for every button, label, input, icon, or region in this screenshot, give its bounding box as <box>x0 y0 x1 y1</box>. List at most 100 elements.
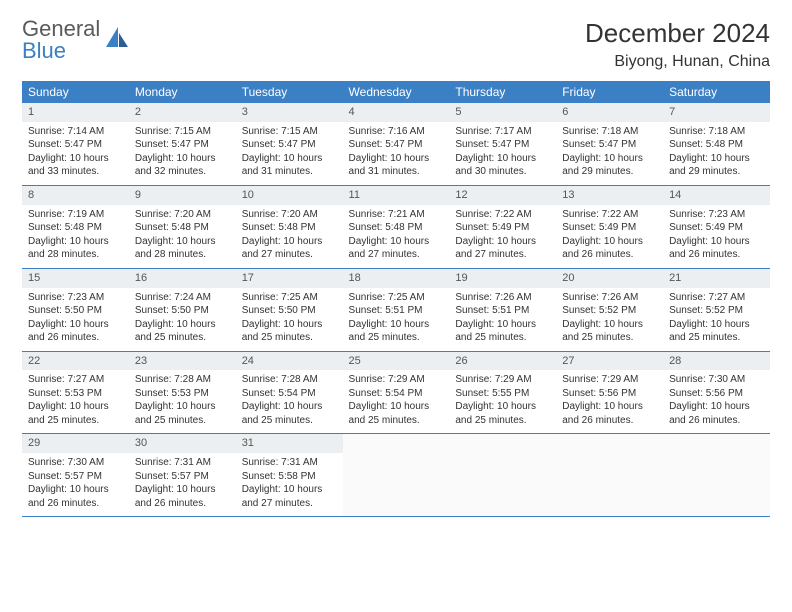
sunrise-line: Sunrise: 7:17 AM <box>455 125 550 139</box>
sunset-line: Sunset: 5:50 PM <box>28 304 123 318</box>
calendar-cell: 20Sunrise: 7:26 AMSunset: 5:52 PMDayligh… <box>556 268 663 351</box>
sunset-line: Sunset: 5:50 PM <box>135 304 230 318</box>
sunset-line: Sunset: 5:51 PM <box>349 304 444 318</box>
sunrise-line: Sunrise: 7:23 AM <box>669 208 764 222</box>
calendar-cell: 23Sunrise: 7:28 AMSunset: 5:53 PMDayligh… <box>129 351 236 434</box>
header: General Blue December 2024 Biyong, Hunan… <box>22 18 770 71</box>
calendar-cell <box>556 434 663 517</box>
sunrise-line: Sunrise: 7:30 AM <box>669 373 764 387</box>
sunrise-line: Sunrise: 7:27 AM <box>669 291 764 305</box>
calendar-cell <box>663 434 770 517</box>
sunrise-line: Sunrise: 7:28 AM <box>135 373 230 387</box>
sunrise-line: Sunrise: 7:28 AM <box>242 373 337 387</box>
calendar-cell: 25Sunrise: 7:29 AMSunset: 5:54 PMDayligh… <box>343 351 450 434</box>
sunset-line: Sunset: 5:58 PM <box>242 470 337 484</box>
sunset-line: Sunset: 5:48 PM <box>242 221 337 235</box>
calendar-cell: 13Sunrise: 7:22 AMSunset: 5:49 PMDayligh… <box>556 185 663 268</box>
calendar-cell: 30Sunrise: 7:31 AMSunset: 5:57 PMDayligh… <box>129 434 236 517</box>
calendar-cell: 1Sunrise: 7:14 AMSunset: 5:47 PMDaylight… <box>22 103 129 185</box>
daylight-line: Daylight: 10 hours and 27 minutes. <box>242 483 337 510</box>
day-body: Sunrise: 7:25 AMSunset: 5:51 PMDaylight:… <box>343 288 450 351</box>
day-number: 30 <box>129 434 236 453</box>
day-number: 10 <box>236 186 343 205</box>
daylight-line: Daylight: 10 hours and 26 minutes. <box>28 483 123 510</box>
calendar-cell: 21Sunrise: 7:27 AMSunset: 5:52 PMDayligh… <box>663 268 770 351</box>
daylight-line: Daylight: 10 hours and 30 minutes. <box>455 152 550 179</box>
day-body: Sunrise: 7:19 AMSunset: 5:48 PMDaylight:… <box>22 205 129 268</box>
day-number: 31 <box>236 434 343 453</box>
calendar-cell: 4Sunrise: 7:16 AMSunset: 5:47 PMDaylight… <box>343 103 450 185</box>
daylight-line: Daylight: 10 hours and 28 minutes. <box>135 235 230 262</box>
day-number: 17 <box>236 269 343 288</box>
calendar-body: 1Sunrise: 7:14 AMSunset: 5:47 PMDaylight… <box>22 103 770 517</box>
daylight-line: Daylight: 10 hours and 26 minutes. <box>669 235 764 262</box>
day-number: 29 <box>22 434 129 453</box>
calendar-cell: 14Sunrise: 7:23 AMSunset: 5:49 PMDayligh… <box>663 185 770 268</box>
daylight-line: Daylight: 10 hours and 25 minutes. <box>242 318 337 345</box>
sunrise-line: Sunrise: 7:18 AM <box>562 125 657 139</box>
day-number: 4 <box>343 103 450 122</box>
daylight-line: Daylight: 10 hours and 25 minutes. <box>349 400 444 427</box>
day-number: 1 <box>22 103 129 122</box>
day-body: Sunrise: 7:29 AMSunset: 5:54 PMDaylight:… <box>343 370 450 433</box>
weekday-header: Saturday <box>663 81 770 103</box>
day-number: 6 <box>556 103 663 122</box>
calendar-cell: 6Sunrise: 7:18 AMSunset: 5:47 PMDaylight… <box>556 103 663 185</box>
calendar-cell: 26Sunrise: 7:29 AMSunset: 5:55 PMDayligh… <box>449 351 556 434</box>
sunset-line: Sunset: 5:50 PM <box>242 304 337 318</box>
day-body: Sunrise: 7:30 AMSunset: 5:57 PMDaylight:… <box>22 453 129 516</box>
day-body: Sunrise: 7:26 AMSunset: 5:51 PMDaylight:… <box>449 288 556 351</box>
day-body: Sunrise: 7:26 AMSunset: 5:52 PMDaylight:… <box>556 288 663 351</box>
day-number: 27 <box>556 352 663 371</box>
calendar-cell <box>449 434 556 517</box>
calendar-cell <box>343 434 450 517</box>
sunset-line: Sunset: 5:48 PM <box>349 221 444 235</box>
calendar-cell: 16Sunrise: 7:24 AMSunset: 5:50 PMDayligh… <box>129 268 236 351</box>
sunset-line: Sunset: 5:56 PM <box>562 387 657 401</box>
sunset-line: Sunset: 5:48 PM <box>28 221 123 235</box>
sunrise-line: Sunrise: 7:23 AM <box>28 291 123 305</box>
calendar-cell: 3Sunrise: 7:15 AMSunset: 5:47 PMDaylight… <box>236 103 343 185</box>
sunset-line: Sunset: 5:51 PM <box>455 304 550 318</box>
day-body: Sunrise: 7:22 AMSunset: 5:49 PMDaylight:… <box>556 205 663 268</box>
sunset-line: Sunset: 5:52 PM <box>669 304 764 318</box>
sunset-line: Sunset: 5:47 PM <box>28 138 123 152</box>
day-body: Sunrise: 7:18 AMSunset: 5:47 PMDaylight:… <box>556 122 663 185</box>
sail-icon <box>104 25 130 56</box>
calendar-cell: 5Sunrise: 7:17 AMSunset: 5:47 PMDaylight… <box>449 103 556 185</box>
sunset-line: Sunset: 5:49 PM <box>562 221 657 235</box>
sunrise-line: Sunrise: 7:22 AM <box>455 208 550 222</box>
calendar-cell: 8Sunrise: 7:19 AMSunset: 5:48 PMDaylight… <box>22 185 129 268</box>
day-number: 2 <box>129 103 236 122</box>
daylight-line: Daylight: 10 hours and 26 minutes. <box>562 400 657 427</box>
day-body: Sunrise: 7:29 AMSunset: 5:56 PMDaylight:… <box>556 370 663 433</box>
daylight-line: Daylight: 10 hours and 25 minutes. <box>28 400 123 427</box>
sunrise-line: Sunrise: 7:18 AM <box>669 125 764 139</box>
day-number: 19 <box>449 269 556 288</box>
weekday-header: Thursday <box>449 81 556 103</box>
day-body: Sunrise: 7:16 AMSunset: 5:47 PMDaylight:… <box>343 122 450 185</box>
calendar-cell: 24Sunrise: 7:28 AMSunset: 5:54 PMDayligh… <box>236 351 343 434</box>
day-body: Sunrise: 7:28 AMSunset: 5:54 PMDaylight:… <box>236 370 343 433</box>
calendar-cell: 7Sunrise: 7:18 AMSunset: 5:48 PMDaylight… <box>663 103 770 185</box>
daylight-line: Daylight: 10 hours and 27 minutes. <box>455 235 550 262</box>
page-title: December 2024 <box>585 18 770 49</box>
day-number: 25 <box>343 352 450 371</box>
day-body: Sunrise: 7:31 AMSunset: 5:58 PMDaylight:… <box>236 453 343 516</box>
daylight-line: Daylight: 10 hours and 26 minutes. <box>135 483 230 510</box>
sunset-line: Sunset: 5:54 PM <box>349 387 444 401</box>
day-body: Sunrise: 7:17 AMSunset: 5:47 PMDaylight:… <box>449 122 556 185</box>
sunset-line: Sunset: 5:57 PM <box>28 470 123 484</box>
daylight-line: Daylight: 10 hours and 27 minutes. <box>242 235 337 262</box>
day-number: 28 <box>663 352 770 371</box>
sunset-line: Sunset: 5:49 PM <box>455 221 550 235</box>
day-body: Sunrise: 7:31 AMSunset: 5:57 PMDaylight:… <box>129 453 236 516</box>
day-number: 21 <box>663 269 770 288</box>
sunset-line: Sunset: 5:47 PM <box>562 138 657 152</box>
day-number: 3 <box>236 103 343 122</box>
calendar-cell: 29Sunrise: 7:30 AMSunset: 5:57 PMDayligh… <box>22 434 129 517</box>
calendar-head: SundayMondayTuesdayWednesdayThursdayFrid… <box>22 81 770 103</box>
sunset-line: Sunset: 5:53 PM <box>135 387 230 401</box>
sunset-line: Sunset: 5:53 PM <box>28 387 123 401</box>
calendar-cell: 15Sunrise: 7:23 AMSunset: 5:50 PMDayligh… <box>22 268 129 351</box>
